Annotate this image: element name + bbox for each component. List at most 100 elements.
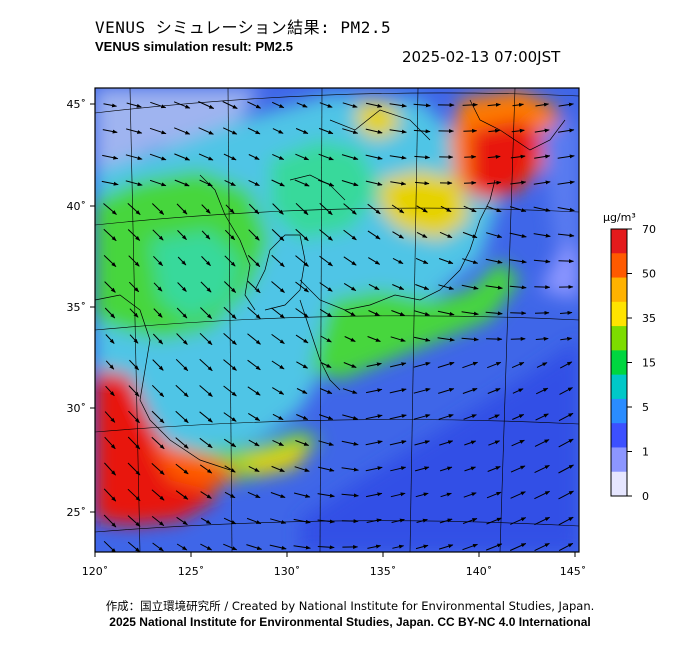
wind-arrow <box>198 101 215 109</box>
wind-arrow <box>294 466 310 472</box>
wind-arrow <box>557 207 575 212</box>
lat-tick-45: 45˚ <box>67 98 87 111</box>
wind-arrow <box>296 102 308 108</box>
wind-arrow <box>534 439 550 447</box>
colorbar-label: 1 <box>642 446 649 459</box>
wind-arrow <box>103 228 117 242</box>
wind-arrow <box>105 385 115 397</box>
wind-arrow <box>558 490 574 500</box>
wind-arrow <box>152 359 164 371</box>
wind-arrow <box>535 387 549 395</box>
wind-arrow <box>175 463 189 475</box>
wind-arrow <box>199 385 213 397</box>
wind-arrow <box>223 306 237 320</box>
wind-arrow <box>103 203 117 215</box>
wind-arrow <box>463 414 477 420</box>
wind-arrow <box>414 440 430 446</box>
wind-arrow <box>389 440 407 446</box>
wind-arrow <box>365 102 383 108</box>
wind-arrow <box>341 180 359 187</box>
wind-arrow <box>462 518 478 524</box>
wind-arrow <box>486 543 503 551</box>
wind-arrow <box>558 128 575 133</box>
lat-tick-35: 35˚ <box>67 301 87 314</box>
wind-arrow <box>175 358 189 372</box>
lon-tick-135: 135˚ <box>370 565 397 578</box>
wind-arrow <box>390 466 407 472</box>
wind-arrow <box>199 411 213 423</box>
lon-tick-140: 140˚ <box>466 565 493 578</box>
wind-arrow <box>415 257 429 265</box>
wind-arrow <box>558 102 574 107</box>
wind-arrow <box>176 203 188 215</box>
wind-arrow <box>128 385 140 397</box>
wind-arrow <box>223 517 237 525</box>
wind-arrow <box>199 464 213 474</box>
wind-arrow <box>461 311 479 316</box>
wind-arrow <box>296 361 309 369</box>
wind-arrow <box>128 281 140 293</box>
wind-arrow <box>509 285 527 290</box>
wind-arrow <box>222 101 238 109</box>
wind-arrow <box>319 229 333 241</box>
wind-arrow <box>317 545 335 550</box>
wind-arrow <box>151 463 165 475</box>
wind-arrow <box>485 311 503 316</box>
wind-arrow <box>150 101 167 109</box>
lon-tick-145: 145˚ <box>560 565 587 578</box>
wind-arrow <box>272 413 284 421</box>
wind-arrow <box>367 544 382 549</box>
colorbar-label: 70 <box>642 223 656 236</box>
wind-arrow <box>367 336 381 342</box>
wind-arrow <box>392 544 405 549</box>
concentration-field <box>95 88 579 552</box>
wind-arrow <box>485 285 503 290</box>
wind-arrow <box>151 436 165 450</box>
colorbar: μg/m³ 70 50 35 15 5 1 0 <box>603 211 656 503</box>
wind-arrow <box>512 102 524 107</box>
wind-arrow <box>367 203 381 215</box>
wind-arrow <box>343 282 357 292</box>
wind-arrow <box>151 203 165 215</box>
wind-arrow <box>199 179 213 187</box>
wind-arrow <box>151 489 165 501</box>
wind-arrow <box>416 205 428 213</box>
wind-arrow <box>463 180 477 185</box>
wind-arrow <box>105 360 115 370</box>
wind-arrow <box>149 153 167 161</box>
wind-arrow <box>533 180 551 185</box>
wind-arrow <box>317 519 335 524</box>
wind-arrow <box>175 410 189 424</box>
wind-arrow <box>152 229 164 241</box>
wind-arrow <box>463 492 477 498</box>
wind-arrow <box>463 128 478 133</box>
wind-arrow <box>342 388 358 394</box>
wind-arrow <box>223 543 238 551</box>
wind-arrow <box>223 385 237 397</box>
wind-arrow <box>318 127 334 135</box>
wind-arrow <box>341 493 359 498</box>
wind-arrow <box>177 230 187 240</box>
wind-arrow <box>391 310 406 316</box>
lon-tick-125: 125˚ <box>178 565 205 578</box>
wind-arrow <box>415 544 429 550</box>
wind-arrow <box>438 388 455 394</box>
wind-arrow <box>365 180 383 186</box>
wind-arrow <box>104 462 116 476</box>
wind-arrow <box>365 414 383 420</box>
wind-arrow <box>317 493 335 498</box>
wind-arrow <box>153 308 163 318</box>
wind-arrow <box>438 544 454 550</box>
wind-arrow <box>319 255 333 267</box>
wind-arrow <box>439 440 454 446</box>
colorbar-band <box>611 301 627 327</box>
wind-arrow <box>486 205 502 213</box>
wind-arrow <box>225 204 235 214</box>
wind-arrow <box>104 281 116 293</box>
colorbar-band <box>611 398 627 424</box>
wind-arrow <box>487 102 501 107</box>
wind-arrow <box>461 284 479 290</box>
wind-arrow <box>389 388 407 394</box>
wind-arrow <box>534 285 551 290</box>
wind-arrow <box>129 359 139 371</box>
